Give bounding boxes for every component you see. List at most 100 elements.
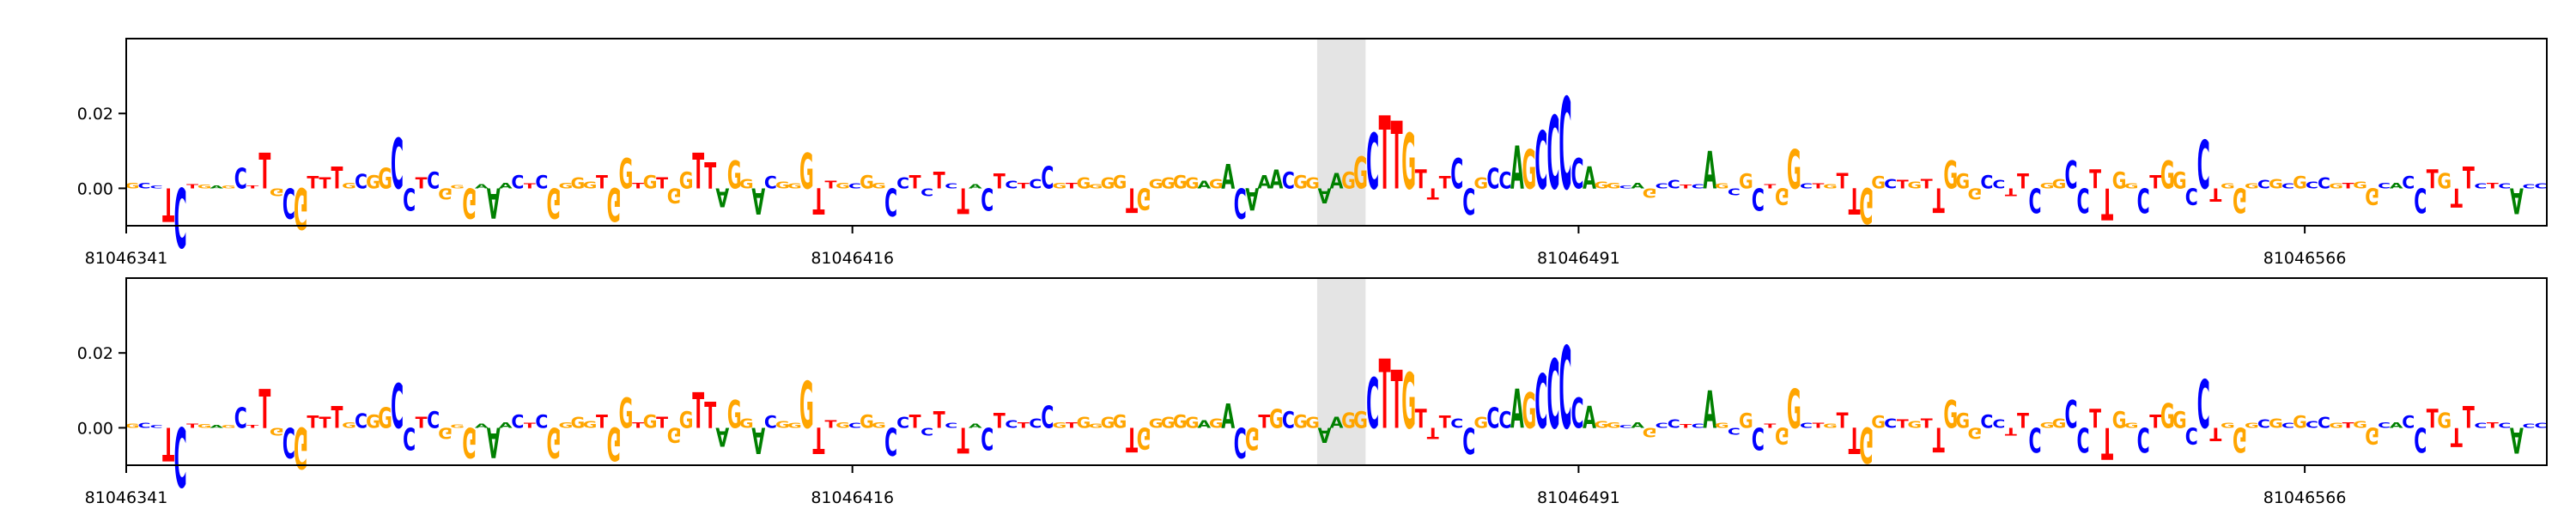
- logo-letter-C: C: [2474, 182, 2487, 190]
- logo-letter-A: A: [715, 181, 729, 211]
- logo-letter-G: G: [1643, 424, 1657, 439]
- logo-letter-C: C: [427, 167, 440, 195]
- x-tick-label: 81046341: [85, 488, 168, 507]
- logo-letter-C: C: [2378, 181, 2391, 191]
- logo-letter-C: C: [1800, 182, 1813, 190]
- logo-letter-A: A: [1197, 418, 1211, 430]
- logo-letter-T: T: [162, 416, 174, 470]
- logo-letter-C: C: [1619, 424, 1632, 428]
- logo-letter-T: T: [524, 182, 537, 190]
- y-tick-label: 0.00: [77, 419, 113, 438]
- logo-letter-T: T: [2209, 184, 2221, 204]
- logo-letter-G: G: [2437, 169, 2451, 194]
- logo-letter-G: G: [860, 411, 874, 432]
- logo-letter-C: C: [1558, 324, 1571, 455]
- logo-letter-C: C: [1450, 416, 1463, 432]
- logo-letter-G: G: [1161, 414, 1176, 432]
- logo-letter-A: A: [751, 179, 765, 222]
- logo-letter-C: C: [2077, 419, 2090, 457]
- logo-letter-G: G: [2221, 182, 2235, 190]
- logo-letter-C: C: [1558, 72, 1571, 219]
- logo-letter-C: C: [1546, 339, 1559, 450]
- logo-letter-T: T: [1680, 423, 1692, 429]
- logo-letter-C: C: [2378, 421, 2391, 430]
- logo-letter-A: A: [751, 419, 765, 462]
- logo-letter-G: G: [1401, 118, 1416, 207]
- logo-letter-G: G: [1595, 420, 1609, 431]
- logo-letter-C: C: [391, 372, 404, 443]
- logo-letter-C: C: [1571, 150, 1583, 198]
- logo-letter-G: G: [1353, 407, 1368, 434]
- logo-letter-G: G: [1245, 421, 1260, 457]
- logo-letter-G: G: [450, 184, 465, 189]
- logo-letter-C: C: [2318, 414, 2330, 432]
- logo-letter-C: C: [403, 421, 416, 457]
- logo-letter-G: G: [1053, 181, 1067, 191]
- logo-letter-T: T: [1813, 182, 1826, 190]
- logo-letter-T: T: [2427, 405, 2439, 435]
- logo-letter-G: G: [1859, 176, 1874, 233]
- logo-letter-G: G: [727, 394, 742, 438]
- logo-letter-G: G: [2365, 422, 2379, 450]
- logo-letter-T: T: [1018, 421, 1030, 430]
- logo-letter-G: G: [1077, 414, 1091, 432]
- logo-letter-C: C: [1029, 416, 1042, 432]
- logo-letter-G: G: [1101, 174, 1115, 192]
- logo-letter-G: G: [619, 150, 634, 198]
- logo-letter-G: G: [222, 424, 236, 428]
- logo-letter-G: G: [1871, 413, 1886, 432]
- logo-letter-G: G: [667, 422, 682, 446]
- logo-letter-A: A: [1318, 183, 1333, 207]
- logo-letter-C: C: [1462, 419, 1475, 462]
- logo-letter-A: A: [969, 183, 982, 190]
- logo-letter-G: G: [2112, 167, 2127, 195]
- logo-letter-C: C: [1282, 407, 1295, 434]
- logo-letter-G: G: [1859, 415, 1874, 473]
- logo-letter-T: T: [2149, 172, 2161, 192]
- logo-letter-T: T: [632, 421, 644, 430]
- logo-letter-C: C: [1498, 167, 1511, 195]
- logo-letter-A: A: [2510, 179, 2524, 221]
- logo-letter-G: G: [1787, 139, 1801, 202]
- logo-letter-C: C: [1752, 421, 1765, 457]
- logo-letter-C: C: [1668, 179, 1680, 191]
- logo-letter-C: C: [1980, 172, 1993, 192]
- logo-letter-C: C: [2185, 183, 2198, 210]
- logo-letter-T: T: [692, 144, 704, 202]
- logo-letter-T: T: [933, 167, 946, 195]
- logo-letter-G: G: [1137, 181, 1151, 215]
- logo-letter-T: T: [1680, 184, 1692, 190]
- logo-letter-T: T: [1849, 179, 1861, 222]
- logo-letter-T: T: [331, 161, 343, 196]
- logo-letter-G: G: [450, 423, 465, 428]
- logo-letter-G: G: [607, 177, 622, 231]
- logo-letter-C: C: [2197, 127, 2210, 204]
- axes-frame: [125, 38, 2548, 227]
- logo-letter-G: G: [1955, 170, 1970, 194]
- logo-letter-G: G: [294, 414, 308, 479]
- logo-letter-T: T: [319, 174, 331, 192]
- logo-letter-A: A: [1257, 172, 1271, 192]
- logo-letter-T: T: [957, 179, 969, 221]
- logo-letter-G: G: [1775, 183, 1789, 210]
- logo-letter-C: C: [1029, 177, 1042, 192]
- logo-letter-A: A: [715, 421, 729, 451]
- logo-letter-C: C: [150, 185, 163, 189]
- logo-letter-C: C: [848, 421, 861, 429]
- logo-letter-T: T: [258, 144, 270, 202]
- logo-letter-C: C: [535, 411, 548, 432]
- logo-letter-C: C: [981, 181, 993, 217]
- logo-letter-G: G: [1715, 182, 1729, 191]
- logo-letter-G: G: [643, 172, 658, 192]
- x-tick-label: 81046566: [2263, 249, 2347, 268]
- logo-letter-G: G: [1077, 174, 1091, 192]
- logo-letter-A: A: [1703, 142, 1716, 202]
- logo-letter-C: C: [1005, 418, 1018, 430]
- logo-letter-C: C: [1692, 422, 1704, 429]
- logo-letter-T: T: [1415, 166, 1427, 196]
- logo-letter-G: G: [2172, 407, 2187, 434]
- logo-letter-T: T: [2342, 421, 2354, 430]
- logo-letter-A: A: [969, 422, 982, 429]
- logo-letter-G: G: [2269, 177, 2283, 192]
